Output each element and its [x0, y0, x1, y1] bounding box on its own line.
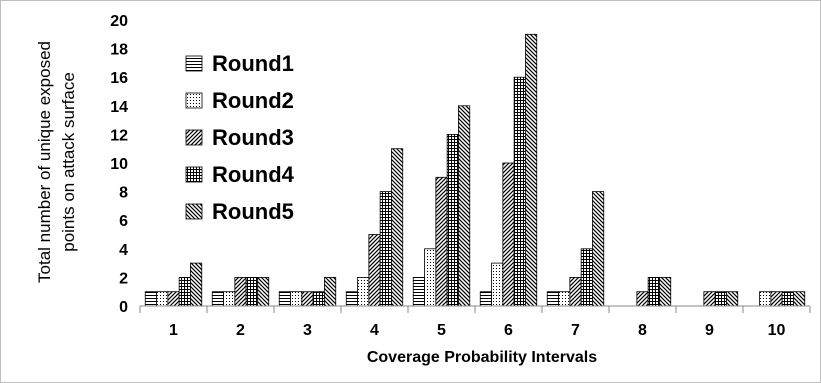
x-tick-label: 1 — [169, 322, 178, 339]
bar-round3-2 — [234, 276, 247, 307]
bar-round1-1 — [144, 291, 157, 307]
bar-round3-10 — [770, 291, 783, 307]
x-tick-label: 5 — [437, 322, 446, 339]
bar-round2-3 — [290, 291, 303, 307]
y-tick-label: 2 — [119, 270, 128, 287]
x-axis-ticks: 1 2 3 4 5 6 7 8 9 10 — [169, 322, 785, 339]
bar-round1-4 — [345, 291, 358, 307]
x-axis — [139, 305, 811, 313]
legend-label-round4: Round4 — [212, 162, 295, 187]
x-tick-label: 9 — [705, 322, 714, 339]
legend: Round1 Round2 Round3 Round4 Round5 — [185, 51, 295, 224]
bar-round4-6 — [513, 76, 526, 307]
bar-round3-3 — [301, 291, 314, 307]
y-tick-label: 12 — [110, 127, 128, 144]
bar-round1-2 — [211, 291, 224, 307]
legend-swatch-round3 — [185, 129, 203, 146]
legend-swatch-round4 — [185, 166, 203, 183]
x-tick-label: 4 — [370, 322, 379, 339]
x-tick-label: 10 — [768, 322, 786, 339]
bar-round5-5 — [458, 105, 471, 307]
legend-swatch-round5 — [185, 203, 203, 220]
bar-round3-4 — [368, 234, 381, 307]
bar-round1-5 — [412, 276, 425, 307]
bar-round4-7 — [580, 248, 593, 307]
legend-label-round2: Round2 — [212, 88, 294, 113]
y-axis-title-line1: Total number of unique exposed — [35, 41, 54, 283]
y-tick-label: 6 — [119, 213, 128, 230]
x-tick-label: 8 — [638, 322, 647, 339]
bar-round5-9 — [726, 291, 739, 307]
y-axis-ticks: 0 2 4 6 8 10 12 14 16 18 20 — [110, 13, 128, 316]
bar-round5-4 — [391, 148, 404, 307]
y-tick-label: 14 — [110, 99, 128, 116]
legend-label-round5: Round5 — [212, 199, 294, 224]
bar-round2-4 — [357, 276, 370, 307]
bar-round4-9 — [714, 291, 727, 307]
bar-round4-8 — [647, 276, 660, 307]
bar-round2-2 — [223, 291, 236, 307]
bar-round3-1 — [167, 291, 180, 307]
bar-round5-3 — [324, 276, 337, 307]
legend-label-round3: Round3 — [212, 125, 294, 150]
x-tick-label: 7 — [571, 322, 580, 339]
legend-swatch-round1 — [185, 55, 203, 72]
bar-round5-8 — [659, 276, 672, 307]
bar-round5-7 — [592, 191, 605, 307]
bar-round3-5 — [435, 176, 448, 307]
bar-round5-6 — [525, 33, 538, 307]
bars — [144, 33, 806, 307]
bar-round5-10 — [793, 291, 806, 307]
y-tick-label: 16 — [110, 70, 128, 87]
y-axis-title-line2: points on attack surface — [59, 72, 78, 252]
y-tick-label: 0 — [119, 299, 128, 316]
x-tick-label: 6 — [504, 322, 513, 339]
bar-round3-6 — [502, 162, 515, 307]
legend-label-round1: Round1 — [212, 51, 294, 76]
y-tick-label: 8 — [119, 185, 128, 202]
bar-round3-9 — [703, 291, 716, 307]
x-tick-label: 2 — [236, 322, 245, 339]
bar-round2-1 — [156, 291, 169, 307]
bar-round5-1 — [190, 262, 203, 307]
bar-round2-10 — [759, 291, 772, 307]
bar-round1-7 — [546, 291, 559, 307]
y-tick-label: 4 — [119, 242, 128, 259]
bar-round4-4 — [379, 191, 392, 307]
bar-round4-5 — [446, 133, 459, 307]
bar-round4-2 — [245, 276, 258, 307]
y-tick-label: 18 — [110, 42, 128, 59]
legend-swatch-round2 — [185, 92, 203, 109]
bar-round4-3 — [312, 291, 325, 307]
bar-round3-8 — [636, 291, 649, 307]
x-tick-label: 3 — [303, 322, 312, 339]
bar-round3-7 — [569, 276, 582, 307]
bar-round1-6 — [479, 291, 492, 307]
y-tick-label: 20 — [110, 13, 128, 30]
bar-round2-5 — [424, 248, 437, 307]
x-axis-title: Coverage Probability Intervals — [367, 349, 597, 366]
bar-round5-2 — [257, 276, 270, 307]
bar-round1-3 — [278, 291, 291, 307]
y-tick-label: 10 — [110, 156, 128, 173]
bar-round2-7 — [558, 291, 571, 307]
bar-round2-6 — [491, 262, 504, 307]
bar-round4-10 — [781, 291, 794, 307]
bar-round4-1 — [178, 276, 191, 307]
